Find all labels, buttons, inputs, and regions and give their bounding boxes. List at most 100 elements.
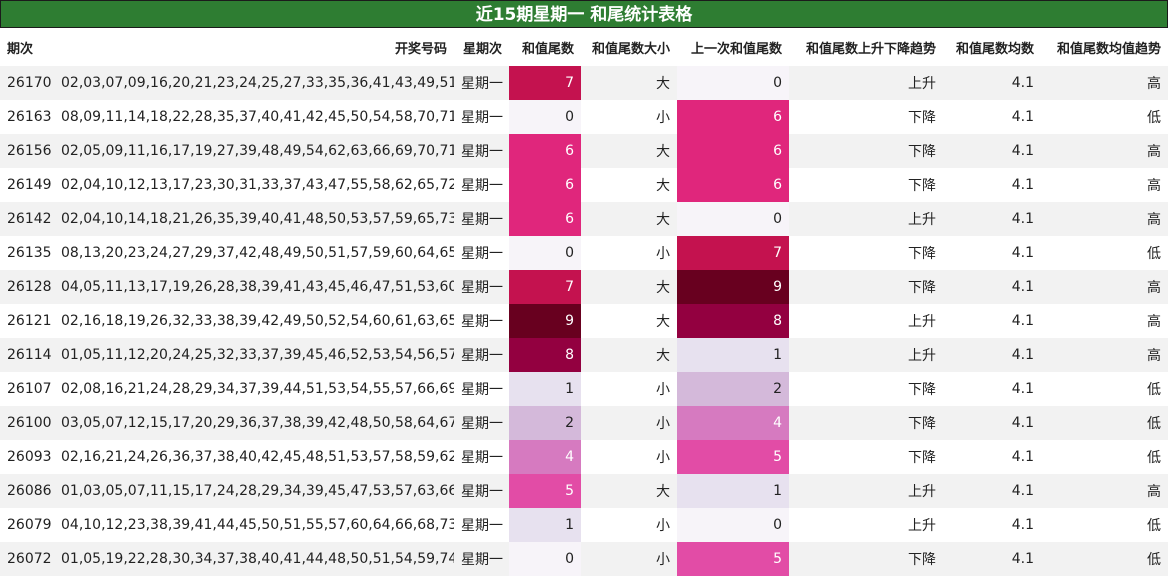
cell-avg: 4.1 [943,270,1041,304]
cell-tail: 8 [509,338,581,372]
table-row: 26149 02,04,10,12,13,17,23,30,31,33,37,43… [0,168,1168,202]
col-header-trend: 和值尾数上升下降趋势 [805,41,936,57]
cell-tail: 0 [509,100,581,134]
cell-tail: 1 [509,372,581,406]
cell-avg: 4.1 [943,474,1041,508]
cell-trend: 上升 [789,508,943,542]
col-header-numbers: 开奖号码 [394,41,447,57]
cell-prev-tail: 6 [677,168,789,202]
cell-numbers: 01,05,11,12,20,24,25,32,33,37,39,45,46,5… [54,338,454,372]
cell-tail: 7 [509,66,581,100]
cell-avg-trend: 高 [1041,338,1168,372]
cell-numbers: 02,05,09,11,16,17,19,27,39,48,49,54,62,6… [54,134,454,168]
cell-period: 26072 [0,542,54,576]
cell-numbers: 08,13,20,23,24,27,29,37,42,48,49,50,51,5… [54,236,454,270]
cell-avg: 4.1 [943,66,1041,100]
cell-size: 大 [581,202,677,236]
cell-avg: 4.1 [943,100,1041,134]
cell-numbers: 01,05,19,22,28,30,34,37,38,40,41,44,48,5… [54,542,454,576]
cell-prev-tail: 0 [677,508,789,542]
cell-avg: 4.1 [943,372,1041,406]
cell-prev-tail: 6 [677,134,789,168]
cell-numbers: 03,05,07,12,15,17,20,29,36,37,38,39,42,4… [54,406,454,440]
cell-period: 26114 [0,338,54,372]
cell-tail: 0 [509,542,581,576]
cell-trend: 上升 [789,474,943,508]
cell-tail: 6 [509,134,581,168]
cell-size: 小 [581,372,677,406]
cell-period: 26107 [0,372,54,406]
cell-avg-trend: 高 [1041,134,1168,168]
cell-weekday: 星期一 [454,100,509,134]
cell-avg: 4.1 [943,168,1041,202]
cell-weekday: 星期一 [454,236,509,270]
cell-size: 大 [581,338,677,372]
stats-table: 期次 开奖号码 星期次 和值尾数 和值尾数大小 上一次和值尾数 和值尾数上升下降… [0,28,1168,576]
cell-numbers: 02,03,07,09,16,20,21,23,24,25,27,33,35,3… [54,66,454,100]
cell-avg: 4.1 [943,338,1041,372]
table-title: 近15期星期一 和尾统计表格 [0,0,1168,28]
cell-avg-trend: 低 [1041,236,1168,270]
col-header-prev-tail: 上一次和值尾数 [690,41,782,57]
cell-prev-tail: 8 [677,304,789,338]
cell-avg: 4.1 [943,304,1041,338]
cell-trend: 下降 [789,134,943,168]
table-row: 26128 04,05,11,13,17,19,26,28,38,39,41,43… [0,270,1168,304]
cell-numbers: 02,16,18,19,26,32,33,38,39,42,49,50,52,5… [54,304,454,338]
table-row: 26170 02,03,07,09,16,20,21,23,24,25,27,33… [0,66,1168,100]
cell-avg-trend: 低 [1041,508,1168,542]
cell-trend: 下降 [789,236,943,270]
cell-weekday: 星期一 [454,406,509,440]
cell-avg-trend: 高 [1041,304,1168,338]
cell-prev-tail: 7 [677,236,789,270]
cell-size: 小 [581,406,677,440]
cell-numbers: 04,10,12,23,38,39,41,44,45,50,51,55,57,6… [54,508,454,542]
cell-numbers: 02,04,10,14,18,21,26,35,39,40,41,48,50,5… [54,202,454,236]
col-header-weekday: 星期次 [462,41,502,57]
cell-period: 26156 [0,134,54,168]
table-body: 26170 02,03,07,09,16,20,21,23,24,25,27,33… [0,66,1168,576]
cell-avg-trend: 低 [1041,372,1168,406]
cell-numbers: 04,05,11,13,17,19,26,28,38,39,41,43,45,4… [54,270,454,304]
cell-weekday: 星期一 [454,66,509,100]
cell-weekday: 星期一 [454,134,509,168]
col-header-avg: 和值尾数均数 [955,41,1034,57]
cell-tail: 6 [509,202,581,236]
cell-weekday: 星期一 [454,338,509,372]
cell-prev-tail: 0 [677,66,789,100]
cell-trend: 上升 [789,202,943,236]
col-header-tail: 和值尾数 [521,41,574,57]
cell-trend: 下降 [789,270,943,304]
cell-trend: 下降 [789,542,943,576]
cell-tail: 5 [509,474,581,508]
cell-weekday: 星期一 [454,270,509,304]
cell-trend: 上升 [789,338,943,372]
cell-tail: 6 [509,168,581,202]
table-row: 26114 01,05,11,12,20,24,25,32,33,37,39,45… [0,338,1168,372]
cell-avg-trend: 低 [1041,100,1168,134]
cell-prev-tail: 6 [677,100,789,134]
cell-avg: 4.1 [943,134,1041,168]
table-row: 26163 08,09,11,14,18,22,28,35,37,40,41,42… [0,100,1168,134]
cell-trend: 下降 [789,440,943,474]
cell-prev-tail: 2 [677,372,789,406]
cell-numbers: 08,09,11,14,18,22,28,35,37,40,41,42,45,5… [54,100,454,134]
cell-weekday: 星期一 [454,508,509,542]
cell-avg-trend: 低 [1041,406,1168,440]
table-row: 26093 02,16,21,24,26,36,37,38,40,42,45,48… [0,440,1168,474]
header-row: 期次 开奖号码 星期次 和值尾数 和值尾数大小 上一次和值尾数 和值尾数上升下降… [0,28,1168,66]
col-header-avg-trend: 和值尾数均值趋势 [1056,41,1161,57]
table-row: 26156 02,05,09,11,16,17,19,27,39,48,49,54… [0,134,1168,168]
cell-prev-tail: 0 [677,202,789,236]
cell-tail: 2 [509,406,581,440]
cell-tail: 9 [509,304,581,338]
cell-avg: 4.1 [943,236,1041,270]
cell-trend: 下降 [789,168,943,202]
cell-trend: 下降 [789,100,943,134]
table-row: 26135 08,13,20,23,24,27,29,37,42,48,49,50… [0,236,1168,270]
table-row: 26142 02,04,10,14,18,21,26,35,39,40,41,48… [0,202,1168,236]
cell-weekday: 星期一 [454,304,509,338]
cell-weekday: 星期一 [454,440,509,474]
cell-trend: 下降 [789,372,943,406]
cell-period: 26079 [0,508,54,542]
